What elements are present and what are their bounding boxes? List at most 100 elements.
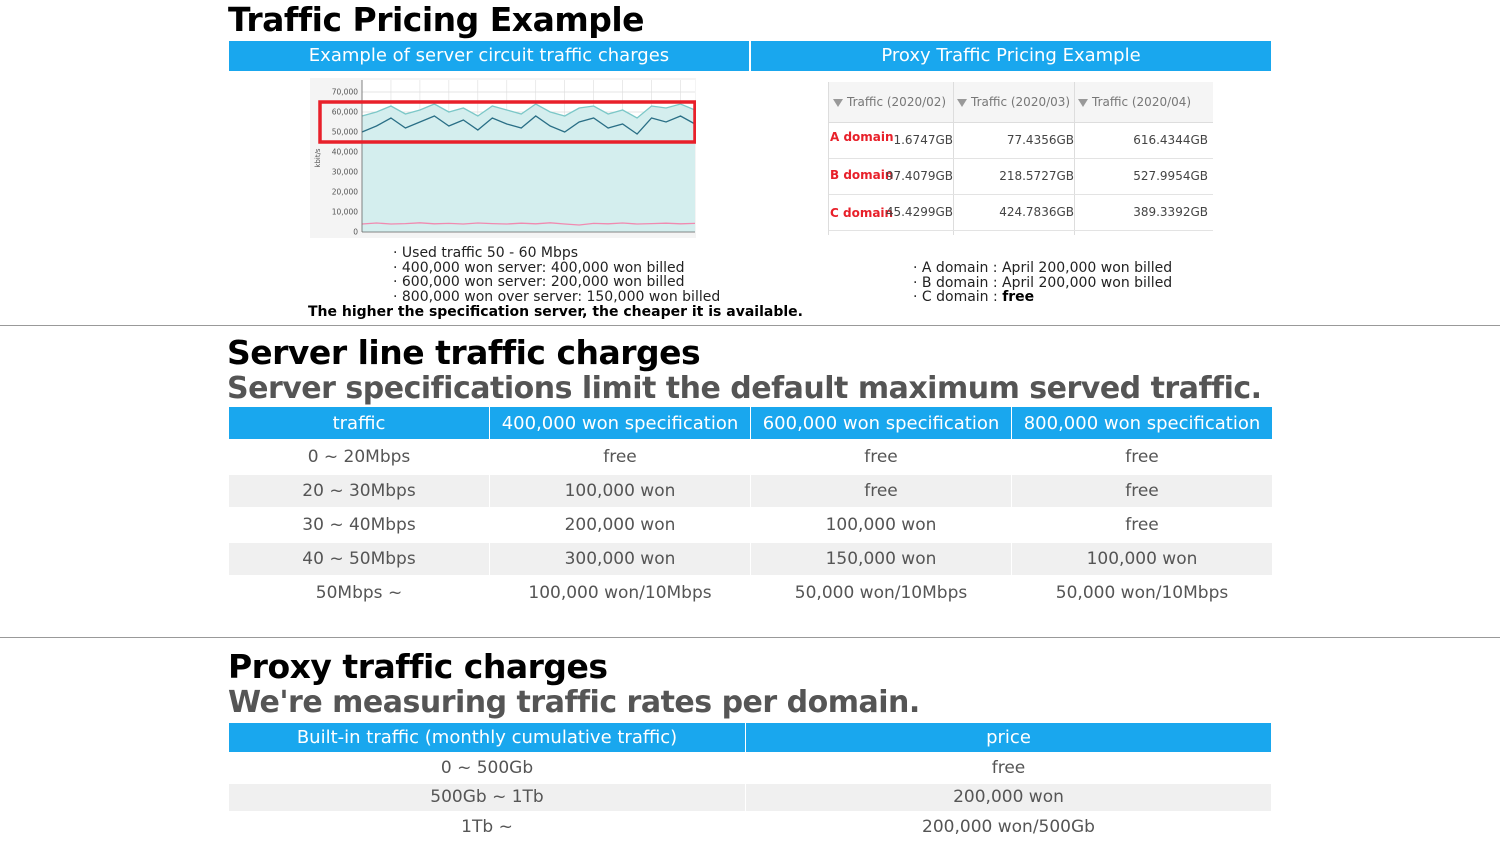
traffic-value: 527.9954GB — [1133, 169, 1208, 183]
traffic-value: 218.5727GB — [999, 169, 1074, 183]
line — [361, 103, 696, 119]
table-cell: free — [864, 447, 898, 467]
filter-icon — [957, 99, 967, 107]
table-row: 0 ~ 500Gb free — [229, 754, 1271, 782]
table-row: 0 ~ 20Mbps free free free — [229, 441, 1272, 473]
header-cell: Traffic (2020/04) — [1078, 95, 1191, 109]
y-tick-label: 20,000 — [332, 188, 358, 197]
header-cell: 600,000 won specification — [751, 407, 1011, 439]
traffic-value: 97.4079GB — [885, 169, 953, 183]
line — [361, 222, 696, 226]
table-cell: 0 ~ 500Gb — [440, 757, 534, 778]
notes: · A domain : April 200,000 won billed · B… — [913, 261, 1172, 305]
pricing-table: traffic 400,000 won specification 600,000 … — [228, 405, 1273, 611]
line — [361, 115, 696, 135]
note-line: · 400,000 won server: 400,000 won billed — [393, 259, 685, 276]
header-cell: Traffic (2020/03) — [957, 95, 1070, 109]
note-text: · C domain : — [913, 289, 1003, 305]
filter-icon — [1078, 99, 1088, 107]
table-cell: 40 ~ 50Mbps — [229, 543, 489, 575]
table-row: 50Mbps ~ 100,000 won/10Mbps 50,000 won/10M… — [229, 577, 1272, 609]
header-text: Traffic (2020/03) — [971, 95, 1071, 109]
y-tick-label: 40,000 — [332, 148, 358, 157]
traffic-value: 45.4299GB — [885, 205, 953, 219]
table-cell: 50,000 won/10Mbps — [1055, 583, 1229, 603]
note-line: · A domain : April 200,000 won billed — [913, 261, 1172, 276]
header-cell: traffic — [229, 407, 489, 439]
domain-label: B domain — [830, 168, 894, 182]
table-cell: 200,000 won — [746, 783, 1271, 811]
proxy-table-screenshot: Traffic (2020/02) Traffic (2020/03) Traffi… — [828, 82, 1213, 235]
table-cell: 1Tb ~ — [461, 816, 513, 837]
table-cell: 100,000 won/10Mbps — [528, 583, 712, 603]
y-tick-label: 10,000 — [332, 208, 358, 217]
table-row: 500Gb ~ 1Tb 200,000 won — [229, 783, 1271, 811]
header-cell: 400,000 won specification — [490, 407, 750, 439]
table-row: 1Tb ~ 200,000 won/500Gb — [229, 813, 1271, 841]
header-row — [829, 82, 1213, 123]
table-cell: 100,000 won — [825, 515, 937, 535]
y-tick-label: 50,000 — [332, 128, 358, 137]
traffic-value: 77.4356GB — [1006, 133, 1074, 147]
table-cell: 50Mbps ~ — [315, 583, 403, 603]
table-cell: 50,000 won/10Mbps — [794, 583, 968, 603]
area — [362, 104, 695, 232]
traffic-value: 389.3392GB — [1133, 205, 1208, 219]
traffic-value: 1.6747GB — [893, 133, 953, 147]
separator — [0, 325, 1500, 326]
section-title: Proxy traffic charges — [228, 647, 608, 686]
traffic-value: 616.4344GB — [1133, 133, 1208, 147]
section-subtitle: We're measuring traffic rates per domain… — [228, 685, 920, 720]
column-header: Proxy Traffic Pricing Example — [751, 41, 1271, 71]
separator — [0, 637, 1500, 638]
table-cell: 20 ~ 30Mbps — [229, 475, 489, 507]
table-cell: free — [751, 475, 1011, 507]
table-cell: 300,000 won — [490, 543, 750, 575]
y-tick-label: 70,000 — [332, 88, 358, 97]
column-header: Example of server circuit traffic charge… — [229, 41, 749, 71]
header-cell: Traffic (2020/02) — [833, 95, 946, 109]
traffic-chart: kbit/s 0 10,000 20,000 30,000 40,000 50,000 60… — [310, 78, 696, 238]
table-cell: 200,000 won — [564, 515, 676, 535]
highlight-box — [318, 100, 696, 144]
header-cell: 800,000 won specification — [1012, 407, 1272, 439]
note-line: · Used traffic 50 - 60 Mbps — [393, 245, 579, 261]
y-tick-label: 30,000 — [332, 168, 358, 177]
pricing-table: Built-in traffic (monthly cumulative tra… — [228, 721, 1272, 843]
table-cell: free — [991, 757, 1026, 778]
header-text: Traffic (2020/02) — [847, 95, 947, 109]
y-axis-label: kbit/s — [314, 148, 322, 168]
table-cell: free — [1012, 475, 1272, 507]
filter-icon — [833, 99, 843, 107]
header-cell: price — [746, 723, 1271, 752]
y-tick-label: 0 — [353, 228, 358, 237]
section-title: Traffic Pricing Example — [228, 0, 645, 39]
note-line: · 800,000 won over server: 150,000 won b… — [393, 288, 721, 305]
note-line: · B domain : April 200,000 won billed — [913, 274, 1173, 291]
note-emphasis: free — [1002, 289, 1035, 305]
section-title: Server line traffic charges — [227, 333, 701, 372]
note-line: · C domain : free — [913, 290, 1172, 305]
table-row: 40 ~ 50Mbps 300,000 won 150,000 won 100,000… — [229, 543, 1272, 575]
notes: · Used traffic 50 - 60 Mbps · 400,000 won… — [393, 246, 720, 304]
table-cell: free — [1125, 447, 1159, 467]
table-row: 20 ~ 30Mbps 100,000 won free free — [229, 475, 1272, 507]
table-cell: 150,000 won — [751, 543, 1011, 575]
domain-label: C domain — [830, 206, 894, 220]
traffic-value: 424.7836GB — [999, 205, 1074, 219]
table-cell: 500Gb ~ 1Tb — [229, 783, 745, 811]
header-cell: Built-in traffic (monthly cumulative tra… — [229, 723, 745, 752]
table-row: 30 ~ 40Mbps 200,000 won 100,000 won free — [229, 509, 1272, 541]
table-cell: 0 ~ 20Mbps — [307, 447, 411, 467]
note-text: · A domain : April 200,000 won billed — [913, 260, 1173, 276]
row-line — [829, 194, 1213, 195]
section-subtitle: Server specifications limit the default … — [227, 371, 1262, 406]
note-text: · B domain : April 200,000 won billed — [913, 274, 1173, 291]
table-cell: 30 ~ 40Mbps — [302, 515, 416, 535]
table-cell: 100,000 won — [1012, 543, 1272, 575]
table-cell: free — [603, 447, 637, 467]
domain-label: A domain — [830, 130, 894, 144]
y-tick-label: 60,000 — [332, 108, 358, 117]
row-line — [829, 158, 1213, 159]
